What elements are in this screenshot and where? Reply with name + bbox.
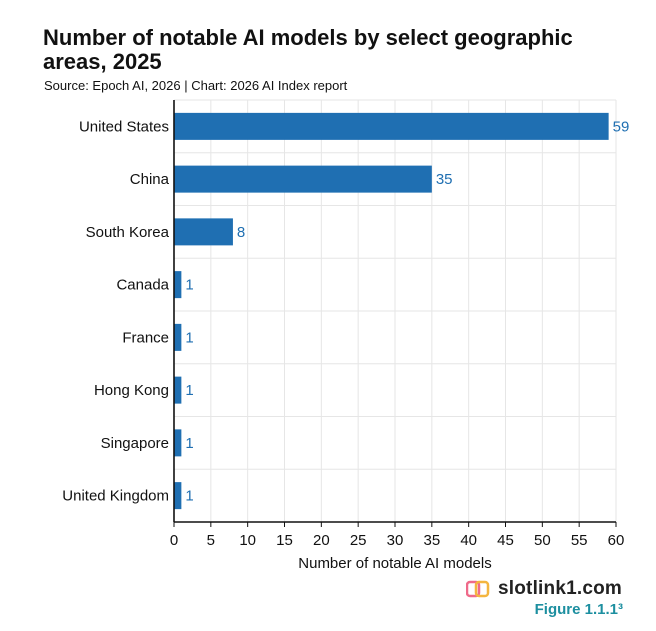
x-tick-label: 30: [387, 532, 404, 549]
link-logo-icon: [466, 580, 490, 598]
x-tick-label: 45: [497, 532, 514, 549]
category-label: Hong Kong: [94, 382, 169, 399]
value-label: 35: [436, 171, 453, 188]
value-label: 1: [185, 488, 193, 505]
x-tick-label: 5: [207, 532, 215, 549]
x-tick-label: 20: [313, 532, 330, 549]
x-tick-label: 25: [350, 532, 367, 549]
value-label: 1: [185, 435, 193, 452]
category-label: United States: [79, 118, 169, 135]
bar: [174, 271, 182, 299]
chart-subtitle: Source: Epoch AI, 2026 | Chart: 2026 AI …: [44, 78, 348, 93]
category-label: China: [130, 171, 170, 188]
category-label: Singapore: [101, 435, 169, 452]
labels: United States 59 China 35 South Korea 8 Canada…: [62, 118, 629, 504]
bar: [174, 112, 609, 140]
figure-label: Figure 1.1.1³: [534, 601, 623, 618]
x-axis-label: Number of notable AI models: [298, 555, 491, 572]
value-label: 59: [613, 118, 630, 135]
value-label: 8: [237, 224, 245, 241]
x-tick-label: 55: [571, 532, 588, 549]
grid-lines: [173, 99, 617, 523]
x-tick-label: 10: [239, 532, 256, 549]
x-tick-label: 40: [460, 532, 477, 549]
category-label: Canada: [116, 277, 169, 294]
bars: [174, 112, 609, 510]
bar: [174, 482, 182, 510]
x-tick-label: 15: [276, 532, 293, 549]
category-label: United Kingdom: [62, 488, 169, 505]
axes: 0 5 10 15 20 25 30 35 40 45 50 55 60: [170, 100, 625, 549]
bar: [174, 218, 233, 246]
bar: [174, 376, 182, 404]
category-label: South Korea: [86, 224, 170, 241]
x-tick-label: 50: [534, 532, 551, 549]
chart-title: Number of notable AI models by select ge…: [43, 25, 573, 74]
value-label: 1: [185, 277, 193, 294]
x-tick-label: 0: [170, 532, 178, 549]
watermark-text: slotlink1.com: [498, 578, 623, 599]
x-tick-label: 35: [423, 532, 440, 549]
value-label: 1: [185, 329, 193, 346]
bar: [174, 165, 432, 193]
value-label: 1: [185, 382, 193, 399]
bar: [174, 429, 182, 457]
category-label: France: [122, 329, 169, 346]
x-tick-label: 60: [608, 532, 625, 549]
watermark: slotlink1.com: [466, 578, 622, 600]
bar: [174, 323, 182, 351]
